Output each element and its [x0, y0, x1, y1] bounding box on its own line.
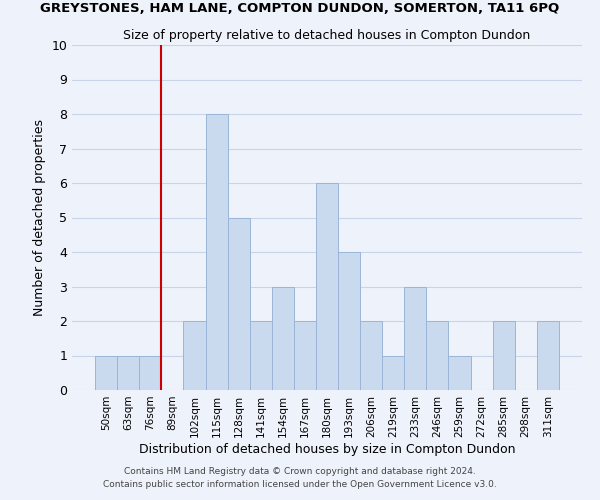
Text: GREYSTONES, HAM LANE, COMPTON DUNDON, SOMERTON, TA11 6PQ: GREYSTONES, HAM LANE, COMPTON DUNDON, SO… [40, 2, 560, 16]
Bar [184, 321, 206, 390]
Bar [272, 286, 294, 390]
Bar [537, 321, 559, 390]
Bar [139, 356, 161, 390]
Bar [117, 356, 139, 390]
Bar [206, 114, 227, 390]
Bar [95, 356, 117, 390]
Bar [338, 252, 360, 390]
Bar [316, 183, 338, 390]
Bar [404, 286, 427, 390]
Bar [427, 321, 448, 390]
Bar [360, 321, 382, 390]
Text: Contains HM Land Registry data © Crown copyright and database right 2024.
Contai: Contains HM Land Registry data © Crown c… [103, 468, 497, 489]
Bar [294, 321, 316, 390]
Bar [227, 218, 250, 390]
Title: Size of property relative to detached houses in Compton Dundon: Size of property relative to detached ho… [124, 30, 530, 43]
Bar [250, 321, 272, 390]
Bar [493, 321, 515, 390]
Y-axis label: Number of detached properties: Number of detached properties [33, 119, 46, 316]
Bar [448, 356, 470, 390]
Bar [382, 356, 404, 390]
X-axis label: Distribution of detached houses by size in Compton Dundon: Distribution of detached houses by size … [139, 442, 515, 456]
